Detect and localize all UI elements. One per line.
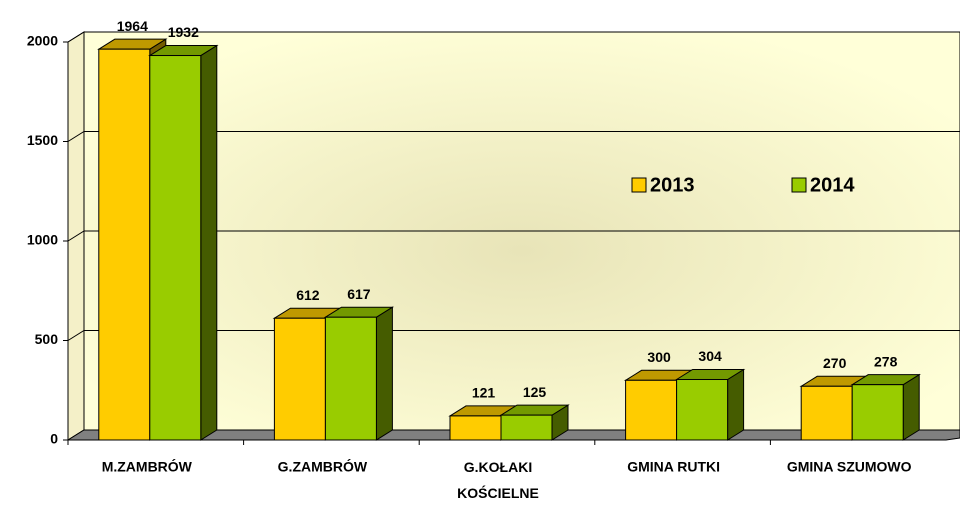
legend-swatch [631,177,647,193]
bar [149,55,202,441]
grid-line [67,131,960,142]
legend-swatch [791,177,807,193]
legend-label: 2014 [810,174,855,196]
legend: 2013 2014 [631,174,855,196]
bar [851,384,904,441]
y-tick-label: 1000 [27,232,58,248]
y-tick-label: 500 [35,331,59,347]
value-label: 125 [523,384,547,400]
value-label: 300 [647,349,671,365]
grid-line [67,31,960,43]
bar [676,379,729,441]
bar [625,379,678,441]
bar-side [902,373,920,441]
bar-side [727,368,745,441]
x-tick-label: GMINA SZUMOWO [787,459,912,475]
bar [800,385,853,441]
x-tick-label: G.ZAMBRÓW [278,458,368,475]
value-label: 612 [296,287,320,303]
x-tick-label: GMINA RUTKI [627,459,720,475]
y-tick-label: 1500 [27,132,58,148]
value-label: 1964 [117,18,148,34]
y-tick-label: 2000 [27,33,58,49]
bar [98,48,151,441]
value-label: 270 [823,355,847,371]
bar [273,317,326,441]
bar [449,415,502,441]
grid-line [67,330,960,341]
value-label: 1932 [168,24,199,40]
x-tick-label: M.ZAMBRÓW [102,458,193,475]
y-tick-label: 0 [50,431,58,447]
legend-label: 2013 [650,174,695,196]
value-label: 278 [874,353,898,369]
bar-side [375,306,393,441]
value-label: 617 [347,286,371,302]
bar-side [200,44,218,441]
grid-line [67,230,960,242]
bar [500,414,553,441]
bar [324,316,377,441]
value-label: 304 [698,348,722,364]
value-label: 121 [472,385,496,401]
x-tick-label: G.KOŁAKI KOŚCIELNE [457,459,539,501]
